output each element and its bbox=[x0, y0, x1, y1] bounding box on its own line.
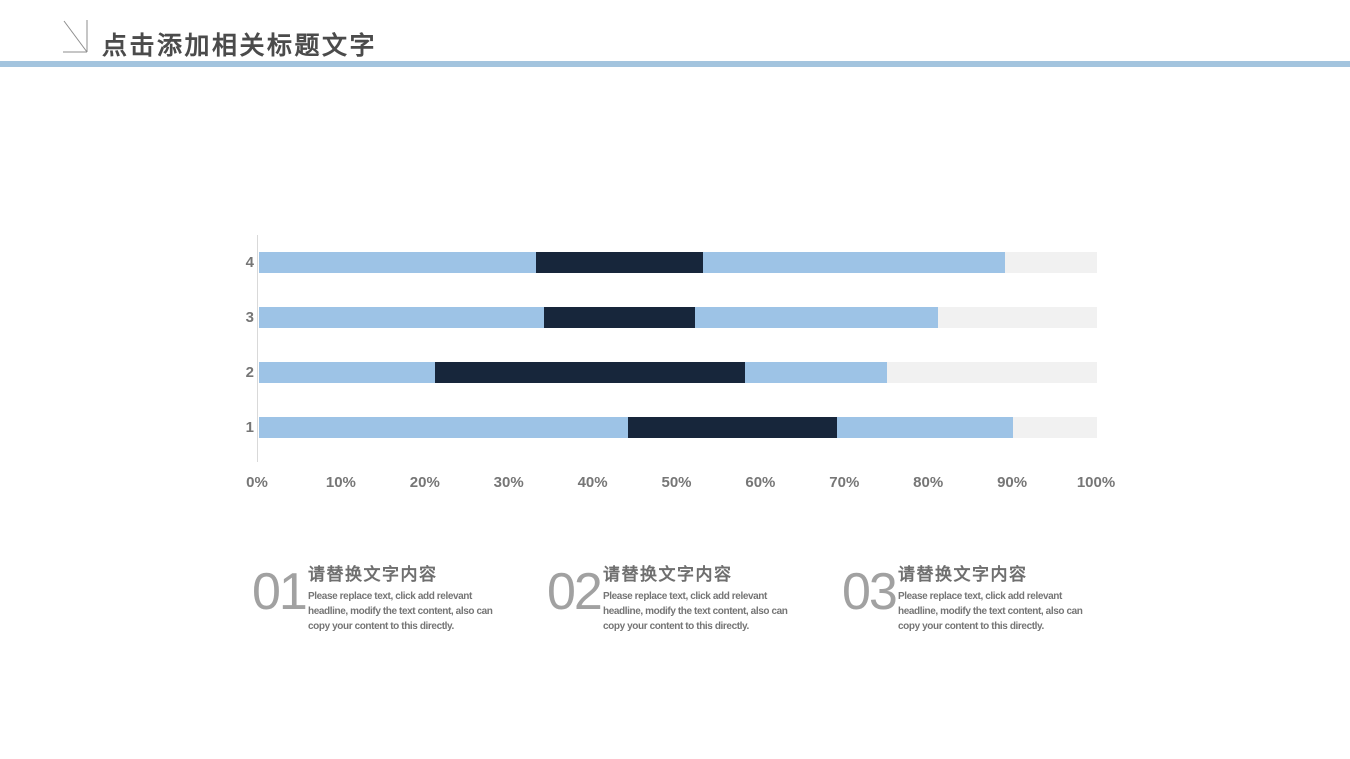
callout-body: Please replace text, click add relevant … bbox=[898, 591, 1083, 632]
segment-light-blue-left bbox=[259, 252, 536, 273]
bar-row: 3 bbox=[246, 307, 1097, 328]
callout-text: 请替换文字内容 Please replace text, click add r… bbox=[308, 558, 510, 634]
category-label: 3 bbox=[245, 309, 254, 326]
chart-x-axis: 0% 10% 20% 30% 40% 50% 60% 70% 80% 90% 100% bbox=[246, 474, 1115, 494]
callout-body: Please replace text, click add relevant … bbox=[308, 591, 493, 632]
callout-list: 01 请替换文字内容 Please replace text, click ad… bbox=[252, 558, 1100, 634]
callout-text: 请替换文字内容 Please replace text, click add r… bbox=[603, 558, 805, 634]
segment-light-blue-right bbox=[703, 252, 1005, 273]
callout-item: 03 请替换文字内容 Please replace text, click ad… bbox=[842, 558, 1100, 634]
segment-light-blue-right bbox=[745, 362, 888, 383]
callout-number: 03 bbox=[842, 563, 898, 621]
x-tick-label: 100% bbox=[1076, 474, 1116, 491]
header-accent-divider bbox=[0, 61, 1350, 67]
segment-light-blue-left bbox=[259, 362, 435, 383]
chart-plot-area: 4 3 2 1 bbox=[246, 235, 1097, 462]
callout-body: Please replace text, click add relevant … bbox=[603, 591, 788, 632]
segment-dark-navy bbox=[535, 252, 704, 273]
callout-heading: 请替换文字内容 bbox=[308, 565, 438, 584]
segment-light-blue-left bbox=[259, 417, 628, 438]
x-tick-label: 70% bbox=[829, 474, 860, 491]
bar-row: 4 bbox=[246, 252, 1097, 273]
segment-light-blue-right bbox=[694, 307, 938, 328]
corner-arrow-icon bbox=[63, 20, 88, 53]
callout-heading: 请替换文字内容 bbox=[898, 565, 1028, 584]
category-label: 1 bbox=[245, 419, 254, 436]
callout-number: 02 bbox=[547, 563, 603, 621]
x-tick-label: 10% bbox=[325, 474, 356, 491]
segment-dark-navy bbox=[627, 417, 838, 438]
category-label: 4 bbox=[245, 254, 254, 271]
bar-row: 1 bbox=[246, 417, 1097, 438]
bar-row: 2 bbox=[246, 362, 1097, 383]
segment-light-blue-right bbox=[837, 417, 1014, 438]
x-tick-label: 60% bbox=[745, 474, 776, 491]
callout-item: 01 请替换文字内容 Please replace text, click ad… bbox=[252, 558, 510, 634]
x-tick-label: 20% bbox=[409, 474, 440, 491]
stacked-bar-chart: 4 3 2 1 0% 10% 20% 30% 40% 50% 60% 70% 80% 90% 100… bbox=[229, 235, 1149, 505]
slide-title: 点击添加相关标题文字 bbox=[102, 32, 378, 60]
x-tick-label: 90% bbox=[997, 474, 1028, 491]
x-tick-label: 50% bbox=[661, 474, 692, 491]
segment-light-blue-left bbox=[259, 307, 544, 328]
segment-dark-navy bbox=[543, 307, 695, 328]
x-tick-label: 0% bbox=[246, 474, 268, 491]
callout-text: 请替换文字内容 Please replace text, click add r… bbox=[898, 558, 1100, 634]
x-tick-label: 30% bbox=[493, 474, 524, 491]
callout-number: 01 bbox=[252, 563, 308, 621]
callout-heading: 请替换文字内容 bbox=[603, 565, 733, 584]
category-label: 2 bbox=[245, 364, 254, 381]
segment-dark-navy bbox=[434, 362, 746, 383]
x-tick-label: 80% bbox=[913, 474, 944, 491]
x-tick-label: 40% bbox=[577, 474, 608, 491]
callout-item: 02 请替换文字内容 Please replace text, click ad… bbox=[547, 558, 805, 634]
